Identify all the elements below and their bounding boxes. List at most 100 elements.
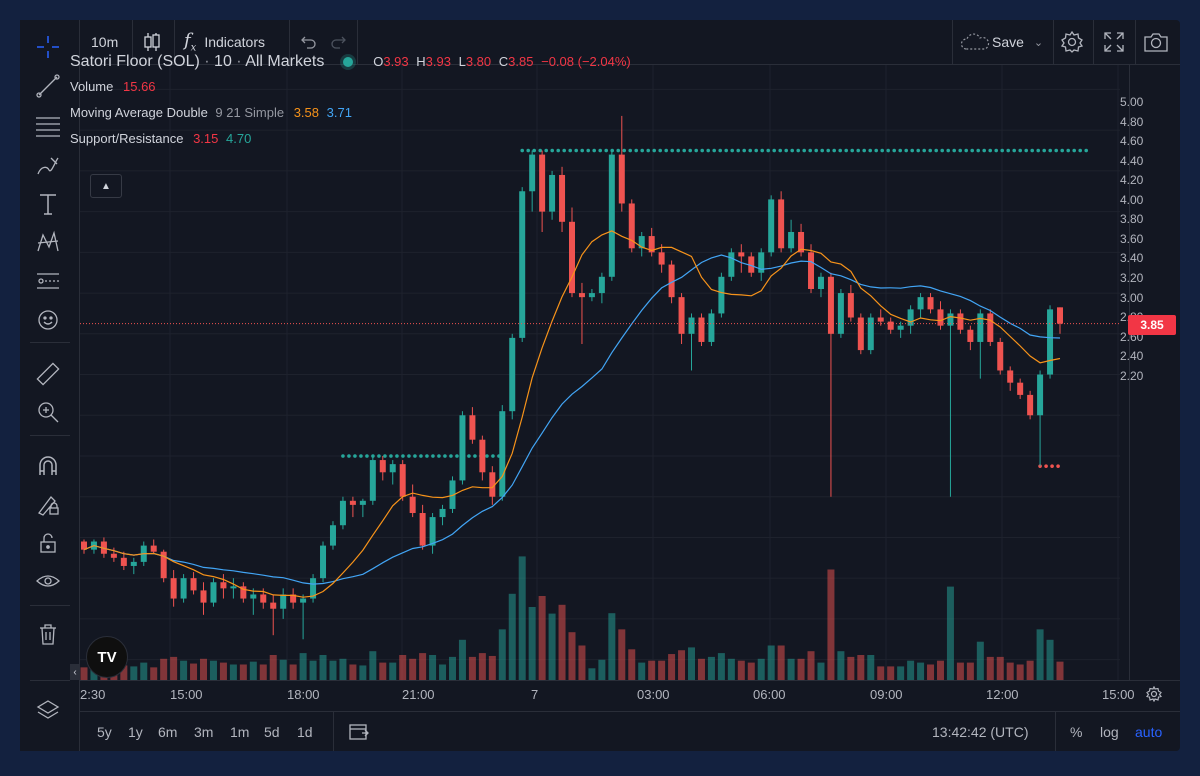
- undo-icon[interactable]: [299, 20, 319, 64]
- sr-dot: [598, 148, 603, 153]
- camera-icon[interactable]: [1143, 20, 1169, 64]
- chart-window: [20, 20, 1180, 751]
- price-chart[interactable]: [80, 65, 1120, 680]
- sr-dot: [880, 148, 885, 153]
- clock-display[interactable]: 13:42:42 (UTC): [932, 724, 1029, 740]
- sr-dot: [1044, 464, 1048, 468]
- fib-lines-icon[interactable]: [34, 111, 62, 139]
- indicators-button[interactable]: fx Indicators: [184, 20, 265, 64]
- volume-bar: [558, 604, 566, 680]
- zoom-in-icon[interactable]: [34, 398, 62, 426]
- magnet-icon[interactable]: [34, 452, 62, 480]
- goto-date-icon[interactable]: [348, 722, 370, 742]
- candle-body: [489, 472, 496, 497]
- sr-dot: [706, 148, 711, 153]
- volume-bar: [1056, 661, 1064, 680]
- log-toggle[interactable]: log: [1100, 724, 1119, 740]
- time-tick: 12:00: [986, 687, 1019, 702]
- collapse-toolbar-arrow[interactable]: ‹: [70, 664, 80, 680]
- ruler-icon[interactable]: [34, 360, 62, 388]
- sr-dot: [988, 148, 993, 153]
- volume-bar: [508, 593, 516, 680]
- eye-icon[interactable]: [34, 567, 62, 595]
- price-tick: 3.80: [1120, 212, 1144, 227]
- sr-dot: [1078, 148, 1083, 153]
- text-tool-icon[interactable]: [34, 190, 62, 218]
- volume-bar: [986, 656, 994, 680]
- candle-body: [499, 411, 506, 497]
- fullscreen-icon[interactable]: [1103, 20, 1127, 64]
- candle-body: [817, 276, 824, 290]
- prediction-icon[interactable]: [34, 267, 62, 295]
- sr-dot: [976, 148, 981, 153]
- sr-dot: [760, 148, 765, 153]
- range-button-5y[interactable]: 5y: [97, 724, 112, 740]
- candles-icon[interactable]: [142, 20, 164, 64]
- brush-icon[interactable]: [34, 151, 62, 179]
- axis-settings-icon[interactable]: [1145, 685, 1163, 703]
- sr-dot: [455, 454, 459, 458]
- unlock-icon[interactable]: [34, 529, 62, 557]
- legend-market: All Markets: [245, 53, 325, 70]
- volume-bar: [498, 629, 506, 680]
- sr-support-value: 3.15: [193, 131, 219, 146]
- range-button-1m[interactable]: 1m: [230, 724, 250, 740]
- volume-bar: [638, 662, 646, 680]
- sr-dot: [574, 148, 579, 153]
- sr-dot: [365, 454, 369, 458]
- range-button-1y[interactable]: 1y: [128, 724, 143, 740]
- gear-icon[interactable]: [1060, 20, 1084, 64]
- collapse-legend-button[interactable]: ▲: [90, 174, 122, 198]
- pattern-icon[interactable]: [34, 228, 62, 256]
- candle-body: [569, 221, 575, 294]
- volume-bar: [598, 659, 606, 680]
- sr-legend[interactable]: Support/Resistance 3.15 4.70: [70, 131, 251, 146]
- function-icon: fx: [184, 30, 197, 54]
- high-label: H: [416, 54, 426, 69]
- range-button-6m[interactable]: 6m: [158, 724, 178, 740]
- volume-bar: [658, 660, 666, 680]
- sr-dot: [568, 148, 573, 153]
- volume-bar: [429, 655, 437, 680]
- ma-slow-value: 3.71: [326, 105, 352, 120]
- volume-bar: [688, 647, 696, 680]
- candle-body: [738, 252, 745, 257]
- volume-bar: [946, 586, 954, 680]
- volume-bar: [150, 667, 158, 680]
- volume-bar: [279, 659, 287, 680]
- volume-bar: [349, 664, 357, 680]
- sr-dot: [946, 148, 951, 153]
- candle-body: [110, 553, 117, 558]
- volume-bar: [807, 651, 815, 680]
- crosshair-icon[interactable]: [34, 33, 62, 61]
- interval-button[interactable]: 10m: [91, 34, 119, 50]
- tradingview-logo[interactable]: TV: [86, 636, 128, 678]
- volume-bar: [1046, 639, 1054, 680]
- range-button-1d[interactable]: 1d: [297, 724, 313, 740]
- percent-toggle[interactable]: %: [1070, 724, 1083, 740]
- sr-dot: [826, 148, 831, 153]
- auto-toggle[interactable]: auto: [1135, 724, 1163, 740]
- trend-line-icon[interactable]: [34, 72, 62, 100]
- emoji-icon[interactable]: [34, 306, 62, 334]
- sr-dot: [443, 454, 447, 458]
- volume-bar: [1016, 664, 1024, 680]
- range-button-3m[interactable]: 3m: [194, 724, 214, 740]
- sr-dot: [886, 148, 891, 153]
- redo-icon[interactable]: [330, 20, 350, 64]
- volume-legend[interactable]: Volume 15.66: [70, 79, 156, 94]
- candle-body: [150, 545, 157, 552]
- sr-dot: [341, 454, 345, 458]
- lock-drawing-icon[interactable]: [34, 490, 62, 518]
- volume-bar: [697, 658, 705, 680]
- price-tick: 3.20: [1120, 270, 1144, 285]
- symbol-name[interactable]: Satori Floor (SOL): [70, 53, 200, 70]
- sr-dot: [347, 454, 351, 458]
- chevron-down-icon: ⌄: [1033, 36, 1044, 49]
- trash-icon[interactable]: [34, 620, 62, 648]
- save-button[interactable]: Save ⌄: [960, 20, 1043, 64]
- ma-legend[interactable]: Moving Average Double 9 21 Simple 3.58 3…: [70, 105, 352, 120]
- sr-dot: [556, 148, 561, 153]
- range-button-5d[interactable]: 5d: [264, 724, 280, 740]
- layers-icon[interactable]: [34, 696, 62, 724]
